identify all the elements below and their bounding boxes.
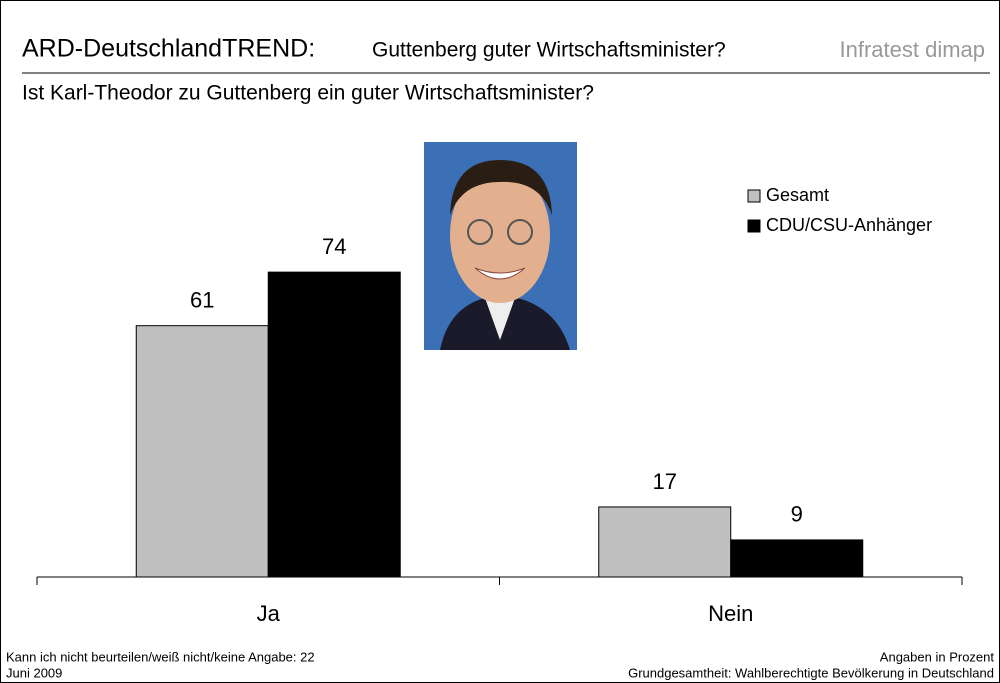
question: Ist Karl-Theodor zu Guttenberg ein guter… (22, 82, 594, 105)
data-label: 9 (791, 502, 803, 527)
source-note: Angaben in Prozent (880, 649, 995, 664)
x-tick-label: Ja (257, 601, 281, 626)
photo (424, 142, 577, 350)
legend-label: CDU/CSU-Anhänger (766, 215, 932, 235)
footnote: Kann ich nicht beurteilen/weiß nicht/kei… (6, 649, 315, 664)
data-label: 17 (653, 469, 677, 494)
chart-title: ARD-DeutschlandTREND: (22, 35, 315, 63)
data-label: 61 (190, 287, 214, 312)
bar (598, 506, 732, 578)
legend-swatch (747, 219, 761, 233)
legend-swatch (747, 189, 761, 203)
footnote: Juni 2009 (6, 665, 62, 680)
source-note: Grundgesamtheit: Wahlberechtigte Bevölke… (628, 665, 994, 680)
x-tick-label: Nein (708, 601, 753, 626)
bar (730, 539, 864, 578)
data-label: 74 (322, 234, 346, 259)
brand: Infratest dimap (839, 37, 985, 62)
chart-subtitle: Guttenberg guter Wirtschaftsminister? (372, 39, 726, 62)
bar (267, 271, 401, 578)
bar (135, 325, 269, 578)
legend-label: Gesamt (766, 185, 829, 205)
